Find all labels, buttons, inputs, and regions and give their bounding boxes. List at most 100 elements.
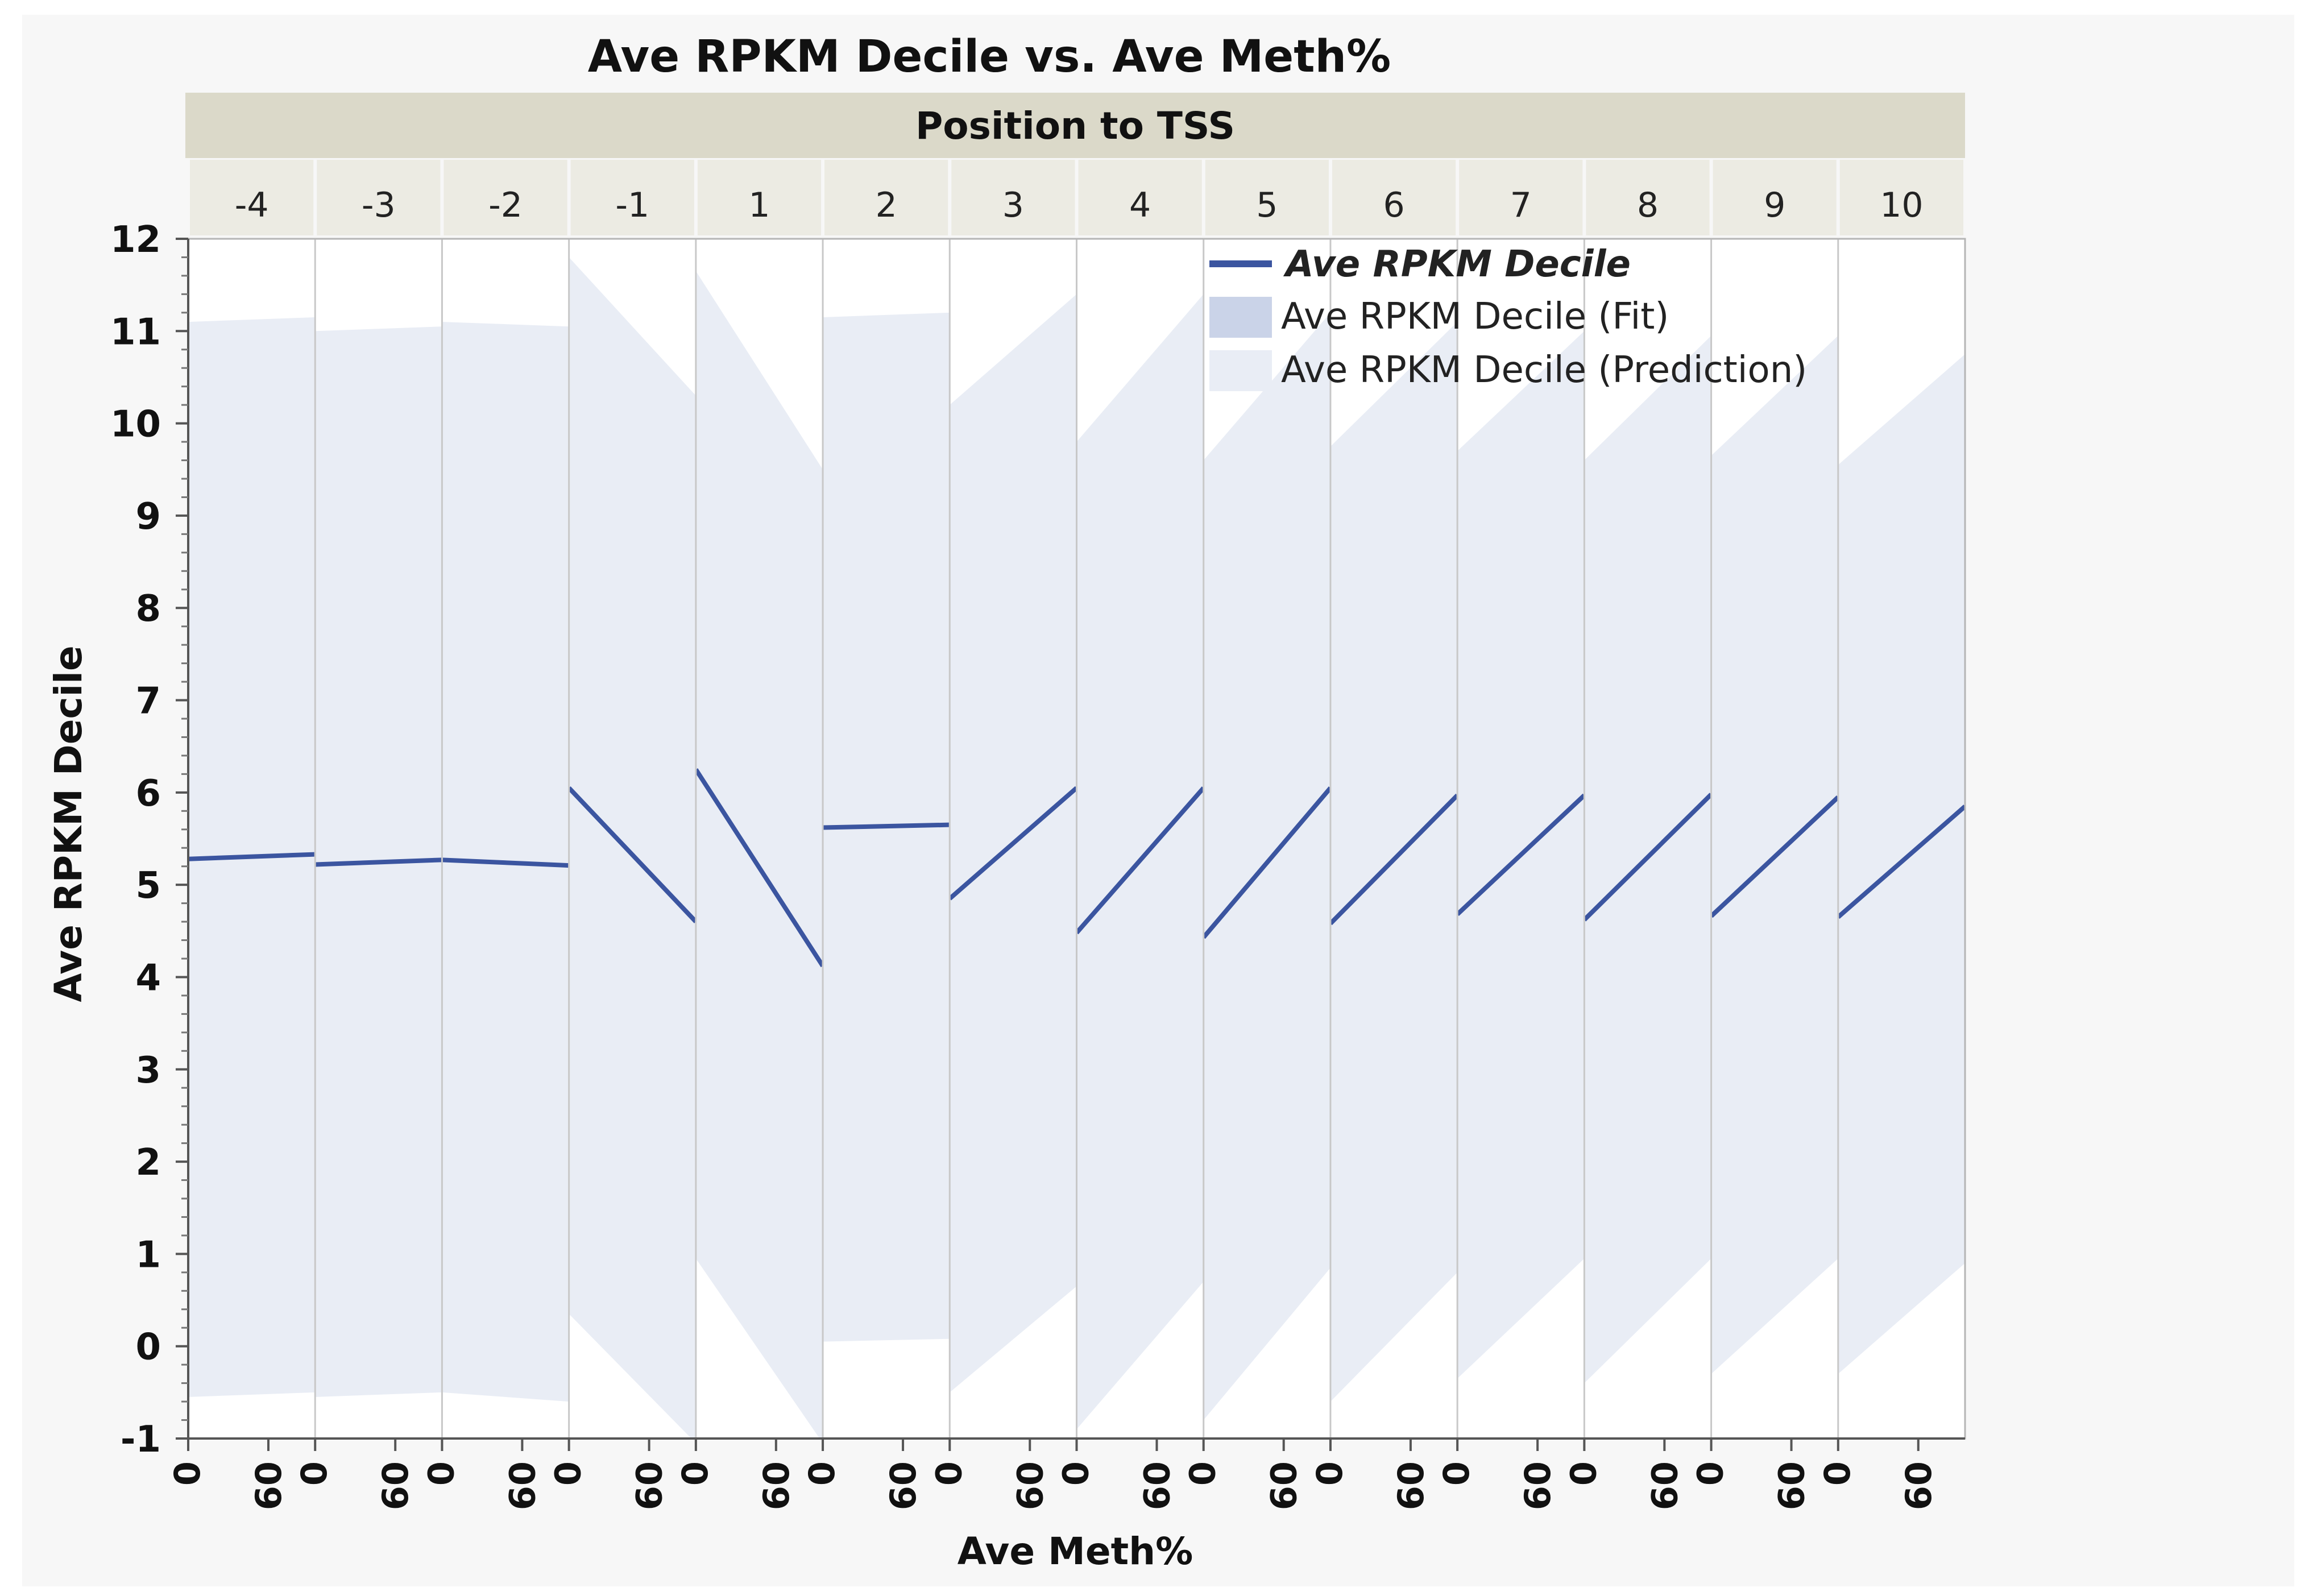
panel-strip-10 [1839, 160, 1963, 235]
x-tick-label: 0 [1055, 1461, 1097, 1486]
fit-line-3 [950, 786, 1077, 901]
panel-strip-7 [1459, 160, 1583, 235]
x-tick-label: 60 [756, 1461, 797, 1510]
x-axis: 0 60 0 60 0 60 0 60 0 60 0 60 0 60 0 60 0 60 0 60 0 60 0 60 0 60 0… [167, 1437, 1965, 1510]
panel-strip--1 [570, 160, 694, 235]
panel-8 [1583, 239, 1711, 1439]
panel-2 [822, 239, 950, 1439]
x-axis-title: Ave Meth% [958, 1529, 1193, 1573]
y-axis-title: Ave RPKM Decile [47, 645, 90, 1002]
panel-7 [1456, 239, 1585, 1439]
y-tick-label: 12 [110, 219, 161, 261]
x-tick-label: 60 [1390, 1461, 1432, 1510]
panel-strip-2 [824, 160, 948, 235]
x-tick-label: 0 [167, 1461, 208, 1486]
panel-strip-4 [1078, 160, 1202, 235]
fit-line--3 [315, 857, 442, 867]
prediction-band--1 [569, 257, 696, 1439]
x-tick-label: 0 [548, 1461, 589, 1486]
x-tick-label: 0 [420, 1461, 462, 1486]
panel-label--1: -1 [615, 185, 649, 225]
chart-title: Ave RPKM Decile vs. Ave Meth% [588, 31, 1391, 82]
prediction-band-5 [1203, 312, 1330, 1420]
legend: Ave RPKM Decile Ave RPKM Decile (Fit) Av… [1209, 243, 1807, 391]
panel-strip-3 [951, 160, 1075, 235]
x-tick-label: 0 [1817, 1461, 1858, 1486]
fit-line--2 [442, 857, 569, 868]
x-tick-label: 0 [801, 1461, 843, 1486]
fit-line-4 [1076, 786, 1204, 935]
panel-label-7: 7 [1510, 185, 1532, 225]
x-tick-label: 0 [1562, 1461, 1604, 1486]
panel-label--4: -4 [235, 185, 269, 225]
panel-strip--4 [190, 160, 314, 235]
fit-line-7 [1457, 793, 1585, 917]
prediction-band-1 [695, 271, 823, 1439]
panel-strip--3 [317, 160, 441, 235]
y-tick-label: 10 [110, 404, 161, 446]
panel-strip-5 [1205, 160, 1329, 235]
panel--4 [188, 317, 316, 1397]
panel-10 [1837, 239, 1965, 1439]
y-tick-label: 4 [135, 957, 161, 999]
panel-strip-9 [1713, 160, 1837, 235]
y-tick-label: 8 [135, 588, 161, 630]
y-tick-label: 6 [135, 773, 161, 815]
y-tick-label: 9 [135, 496, 161, 538]
chart-canvas: Ave RPKM Decile vs. Ave Meth% Position t… [47, 31, 1966, 1573]
panel-label-strips: -4 -3 -2 -1 1 2 3 4 5 6 7 8 9 10 [190, 160, 1963, 235]
x-tick-label: 0 [1182, 1461, 1224, 1486]
x-tick-label: 0 [1436, 1461, 1477, 1486]
plot-panels [187, 238, 1966, 1440]
y-tick-label: 0 [135, 1326, 161, 1369]
fit-line-9 [1711, 795, 1838, 918]
x-tick-label: 60 [248, 1461, 289, 1510]
legend-prediction-swatch [1209, 350, 1272, 391]
x-tick-label: 60 [629, 1461, 670, 1510]
y-tick-label: -1 [121, 1419, 161, 1461]
x-tick-label: 60 [1009, 1461, 1051, 1510]
x-tick-label: 60 [501, 1461, 543, 1510]
y-tick-label: 3 [135, 1050, 161, 1092]
fit-line-2 [823, 822, 950, 830]
fit-line--1 [569, 786, 696, 923]
x-tick-label: 0 [293, 1461, 335, 1486]
x-tick-label: 60 [1263, 1461, 1305, 1510]
x-tick-label: 60 [375, 1461, 416, 1510]
x-tick-label: 60 [1517, 1461, 1559, 1510]
panel-label-8: 8 [1637, 185, 1659, 225]
panel-3 [948, 239, 1077, 1439]
facet-title: Position to TSS [915, 104, 1235, 148]
panel-label--2: -2 [488, 185, 523, 225]
x-tick-label: 60 [1771, 1461, 1813, 1510]
y-tick-label: 2 [135, 1142, 161, 1184]
x-tick-label: 0 [1309, 1461, 1350, 1486]
panel-4 [1076, 239, 1204, 1439]
x-tick-label: 0 [928, 1461, 969, 1486]
panel-strip-6 [1332, 160, 1456, 235]
panel-6 [1329, 239, 1458, 1439]
panel-strip-1 [697, 160, 822, 235]
x-tick-label: 60 [882, 1461, 924, 1510]
fit-line-6 [1330, 793, 1458, 926]
panel-label-4: 4 [1129, 185, 1151, 225]
panel-strip--2 [443, 160, 567, 235]
panel-label-6: 6 [1383, 185, 1404, 225]
panel--1 [568, 239, 696, 1439]
legend-fit-swatch [1209, 297, 1272, 338]
fit-line-8 [1584, 793, 1711, 922]
panel-strip-8 [1586, 160, 1710, 235]
y-tick-label: 1 [135, 1234, 161, 1276]
x-tick-label: 0 [1690, 1461, 1731, 1486]
panel-label-1: 1 [748, 185, 770, 225]
panel-label--3: -3 [362, 185, 396, 225]
panel-label-2: 2 [876, 185, 897, 225]
legend-label-line: Ave RPKM Decile [1283, 243, 1631, 285]
panel-1 [695, 239, 823, 1439]
legend-label-prediction: Ave RPKM Decile (Prediction) [1281, 349, 1807, 391]
facet-title-strip [185, 93, 1965, 158]
panel--3 [314, 239, 442, 1439]
panel-label-10: 10 [1880, 185, 1923, 225]
panel-label-5: 5 [1256, 185, 1278, 225]
